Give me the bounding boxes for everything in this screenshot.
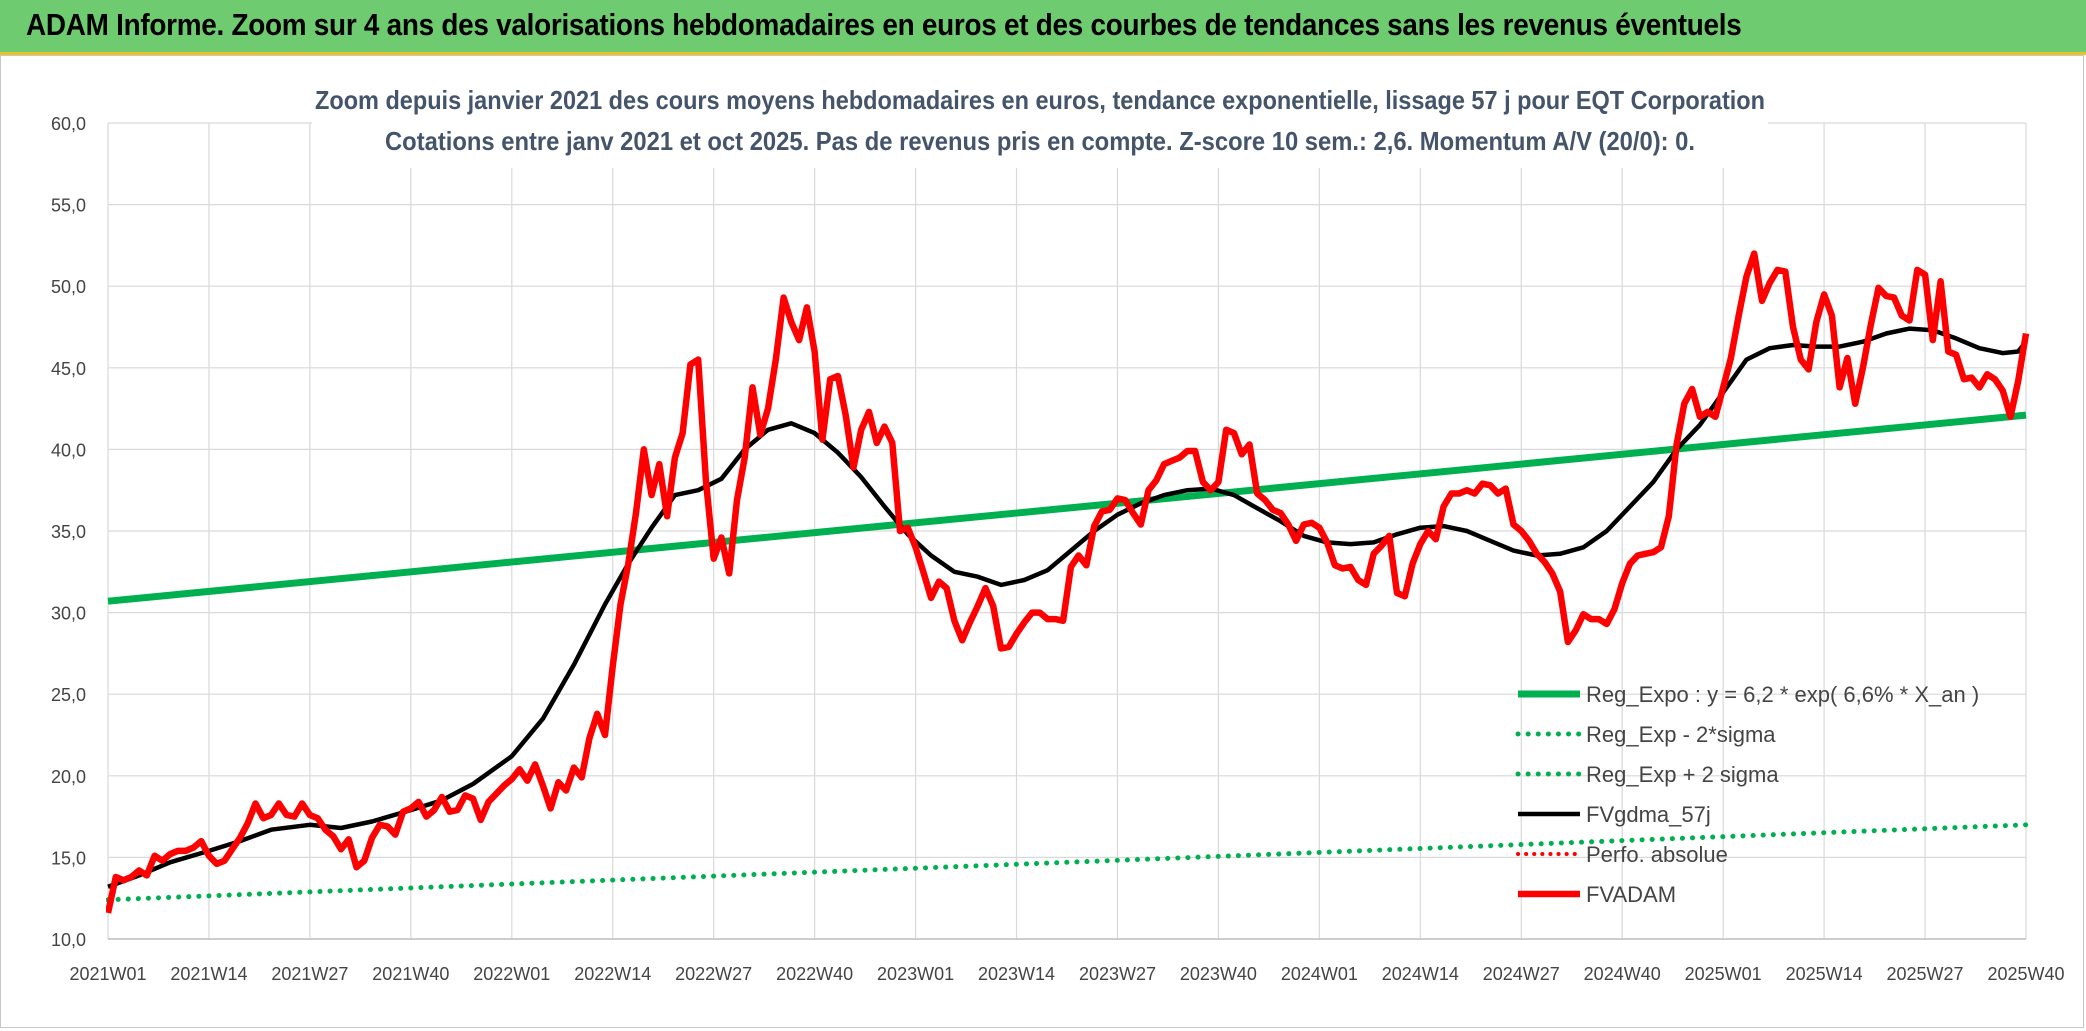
legend-label: Reg_Exp - 2*sigma bbox=[1586, 722, 1776, 747]
x-tick-label: 2024W01 bbox=[1281, 964, 1358, 984]
y-tick-label: 40,0 bbox=[51, 440, 86, 460]
x-tick-label: 2021W14 bbox=[170, 964, 247, 984]
x-tick-label: 2023W27 bbox=[1079, 964, 1156, 984]
y-tick-label: 30,0 bbox=[51, 604, 86, 624]
x-tick-label: 2025W40 bbox=[1987, 964, 2064, 984]
y-tick-label: 35,0 bbox=[51, 522, 86, 542]
x-tick-label: 2024W14 bbox=[1382, 964, 1459, 984]
x-tick-label: 2024W40 bbox=[1584, 964, 1661, 984]
x-tick-label: 2025W01 bbox=[1685, 964, 1762, 984]
x-tick-label: 2021W27 bbox=[271, 964, 348, 984]
y-tick-label: 15,0 bbox=[51, 848, 86, 868]
legend-label: Reg_Exp + 2 sigma bbox=[1586, 762, 1779, 787]
y-tick-label: 10,0 bbox=[51, 930, 86, 950]
chart-subtitle: Cotations entre janv 2021 et oct 2025. P… bbox=[385, 126, 1695, 156]
x-tick-label: 2022W27 bbox=[675, 964, 752, 984]
chart-series bbox=[106, 250, 2030, 914]
x-tick-label: 2021W01 bbox=[69, 964, 146, 984]
x-tick-label: 2023W01 bbox=[877, 964, 954, 984]
x-tick-label: 2025W14 bbox=[1786, 964, 1863, 984]
report-title: ADAM Informe. Zoom sur 4 ans des valoris… bbox=[26, 7, 1742, 42]
x-tick-label: 2025W27 bbox=[1887, 964, 1964, 984]
series-fvadam bbox=[106, 250, 2030, 914]
report-banner: ADAM Informe. Zoom sur 4 ans des valoris… bbox=[0, 0, 2086, 55]
y-axis-ticks: 10,0 15,0 20,0 25,0 30,0 35,0 40,0 45,0 50,0 55,0… bbox=[51, 114, 86, 950]
x-axis-ticks: 2021W01 2021W14 2021W27 2021W40 2022W01 2022W… bbox=[69, 964, 2064, 984]
y-tick-label: 45,0 bbox=[51, 359, 86, 379]
title-background bbox=[312, 78, 1768, 168]
x-tick-label: 2022W14 bbox=[574, 964, 651, 984]
chart-title: Zoom depuis janvier 2021 des cours moyen… bbox=[315, 85, 1765, 115]
y-tick-label: 20,0 bbox=[51, 767, 86, 787]
x-tick-label: 2023W40 bbox=[1180, 964, 1257, 984]
y-tick-label: 55,0 bbox=[51, 196, 86, 216]
legend-label: FVgdma_57j bbox=[1586, 802, 1711, 827]
y-tick-label: 50,0 bbox=[51, 277, 86, 297]
legend-label: FVADAM bbox=[1586, 882, 1676, 907]
chart-titles: Zoom depuis janvier 2021 des cours moyen… bbox=[312, 78, 1768, 168]
x-tick-label: 2021W40 bbox=[372, 964, 449, 984]
y-tick-label: 60,0 bbox=[51, 114, 86, 134]
series-reg-expo-y-6-2-exp-6-6-x-an bbox=[107, 411, 2027, 605]
chart-frame bbox=[0, 55, 2084, 1028]
x-tick-label: 2023W14 bbox=[978, 964, 1055, 984]
series-reg-exp-2-sigma bbox=[106, 822, 2029, 903]
legend-label: Reg_Expo : y = 6,2 * exp( 6,6% * X_an ) bbox=[1586, 682, 1979, 707]
legend-label: Perfo. absolue bbox=[1586, 842, 1728, 867]
x-tick-label: 2024W27 bbox=[1483, 964, 1560, 984]
chart-legend: Reg_Expo : y = 6,2 * exp( 6,6% * X_an ) R… bbox=[1515, 682, 1979, 907]
y-tick-label: 25,0 bbox=[51, 685, 86, 705]
x-tick-label: 2022W40 bbox=[776, 964, 853, 984]
gridlines bbox=[107, 122, 2027, 940]
series-fvgdma-57j bbox=[107, 326, 2028, 889]
x-tick-label: 2022W01 bbox=[473, 964, 550, 984]
